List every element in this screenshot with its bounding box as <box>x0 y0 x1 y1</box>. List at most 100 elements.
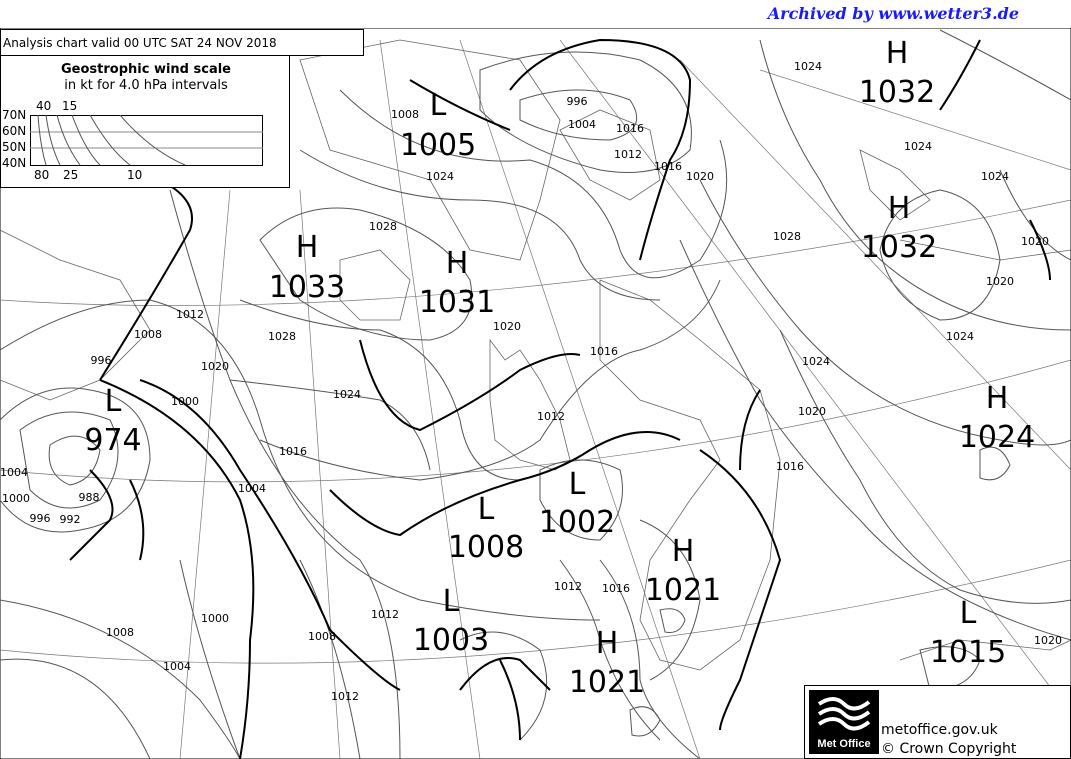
warm-front-2 <box>329 431 681 537</box>
occluded-front-5 <box>939 39 981 111</box>
cold-front-2 <box>359 339 581 432</box>
trough-line-2 <box>129 479 145 561</box>
copyright: © Crown Copyright <box>881 741 1017 757</box>
site-url: metoffice.gov.uk <box>881 722 998 738</box>
wind-label: 80 <box>34 168 50 182</box>
isobar-label: 1004 <box>568 118 596 131</box>
isobar-label: 1024 <box>946 330 974 343</box>
isobar-label: 1016 <box>590 345 618 358</box>
isobar-label: 1008 <box>308 630 336 643</box>
isobar-label: 1004 <box>0 466 28 479</box>
isobar-label: 1004 <box>238 482 266 495</box>
isobar-label: 1008 <box>134 328 162 341</box>
isobar-label: 1020 <box>493 320 521 333</box>
isobar-labels: 996 1004 1012 1016 1020 1024 1028 1024 1… <box>0 60 1062 703</box>
isobar-label: 1024 <box>802 355 830 368</box>
met-office-logo: Met Office <box>809 690 879 754</box>
pressure-value: 974 <box>84 423 141 458</box>
pressure-value: 1033 <box>269 270 345 305</box>
wind-label: 25 <box>63 168 79 182</box>
pressure-type: L <box>960 596 977 631</box>
pressure-type: H <box>672 534 695 569</box>
pressure-type: H <box>888 191 911 226</box>
cold-front-3 <box>699 449 782 731</box>
isobar-label: 996 <box>30 512 51 525</box>
isobar-label: 1020 <box>686 170 714 183</box>
isobar-label: 1012 <box>537 410 565 423</box>
lat-label: 50N <box>2 140 27 154</box>
isobar-label: 1028 <box>369 220 397 233</box>
isobar-label: 1012 <box>176 308 204 321</box>
isobar-label: 1024 <box>904 140 932 153</box>
isobar-label: 1000 <box>201 612 229 625</box>
geostrophic-wind-scale: Geostrophic wind scale in kt for 4.0 hPa… <box>0 56 290 188</box>
isobar-label: 992 <box>60 513 81 526</box>
isobar-label: 1016 <box>602 582 630 595</box>
warm-front-3 <box>739 389 761 471</box>
pressure-centre: H 1032 <box>859 36 935 110</box>
graticule <box>0 39 1071 759</box>
isobar-label: 988 <box>79 491 100 504</box>
isobar-label: 1012 <box>614 148 642 161</box>
pressure-type: H <box>596 626 619 661</box>
pressure-value: 1032 <box>859 75 935 110</box>
isobar-label: 1000 <box>171 395 199 408</box>
pressure-value: 1003 <box>413 623 489 658</box>
wind-label: 10 <box>127 168 143 182</box>
isobar-label: 1020 <box>986 275 1014 288</box>
isobar-label: 1016 <box>654 160 682 173</box>
isobar-label: 1012 <box>331 690 359 703</box>
pressure-value: 1032 <box>861 230 937 265</box>
isobar-label: 1028 <box>773 230 801 243</box>
pressure-centre: H 1021 <box>645 534 721 608</box>
pressure-centres: L 1005 H 1032 H 1032 H 1033 H 1031 L 974 H 1024… <box>84 36 1035 700</box>
waves-icon <box>817 697 871 731</box>
isobar-label: 1000 <box>2 492 30 505</box>
occluded-front-4 <box>509 38 692 261</box>
wind-scale-subtitle: in kt for 4.0 hPa intervals <box>64 78 228 93</box>
pressure-type: L <box>478 492 495 527</box>
wind-label: 40 <box>36 99 52 113</box>
logo-text: Met Office <box>817 738 871 750</box>
synoptic-map: L 1005 H 1032 H 1032 H 1033 H 1031 L 974 H 1024… <box>0 28 1071 759</box>
wind-scale-title: Geostrophic wind scale <box>60 62 231 77</box>
isobar-label: 996 <box>567 95 588 108</box>
isobar-label: 1008 <box>106 626 134 639</box>
lat-label: 70N <box>2 108 27 122</box>
chart-title: Analysis chart valid 00 UTC SAT 24 NOV 2… <box>0 29 364 56</box>
trough-line <box>1029 219 1051 281</box>
warm-front <box>99 179 193 381</box>
archive-note: Archived by www.wetter3.de <box>767 4 1019 23</box>
pressure-value: 1031 <box>419 285 495 320</box>
pressure-value: 1002 <box>539 505 615 540</box>
pressure-value: 1015 <box>930 635 1006 670</box>
cold-front <box>99 379 255 759</box>
warm-front-4 <box>409 79 511 131</box>
pressure-type: H <box>296 230 319 265</box>
pressure-type: L <box>443 584 460 619</box>
isobar-label: 1008 <box>391 108 419 121</box>
occluded-front-3 <box>459 657 551 691</box>
isobar-label: 1016 <box>616 122 644 135</box>
isobar-label: 1020 <box>1021 235 1049 248</box>
cold-front-4 <box>499 659 521 741</box>
pressure-type: H <box>886 36 909 71</box>
isobar-label: 1020 <box>201 360 229 373</box>
lat-label: 60N <box>2 124 27 138</box>
isobar-label: 1020 <box>1034 634 1062 647</box>
wind-scale-graph <box>30 115 263 166</box>
isobars <box>0 29 1071 759</box>
pressure-value: 1024 <box>959 420 1035 455</box>
isobar-label: 996 <box>91 354 112 367</box>
pressure-centre: H 1032 <box>861 191 937 265</box>
pressure-value: 1008 <box>448 530 524 565</box>
isobar-label: 1028 <box>268 330 296 343</box>
isobar-label: 1024 <box>794 60 822 73</box>
isobar-label: 1024 <box>333 388 361 401</box>
pressure-centre: H 1031 <box>419 246 495 320</box>
met-office-credit: Met Office metoffice.gov.uk © Crown Copy… <box>804 685 1071 759</box>
occluded-front-2 <box>69 469 114 561</box>
